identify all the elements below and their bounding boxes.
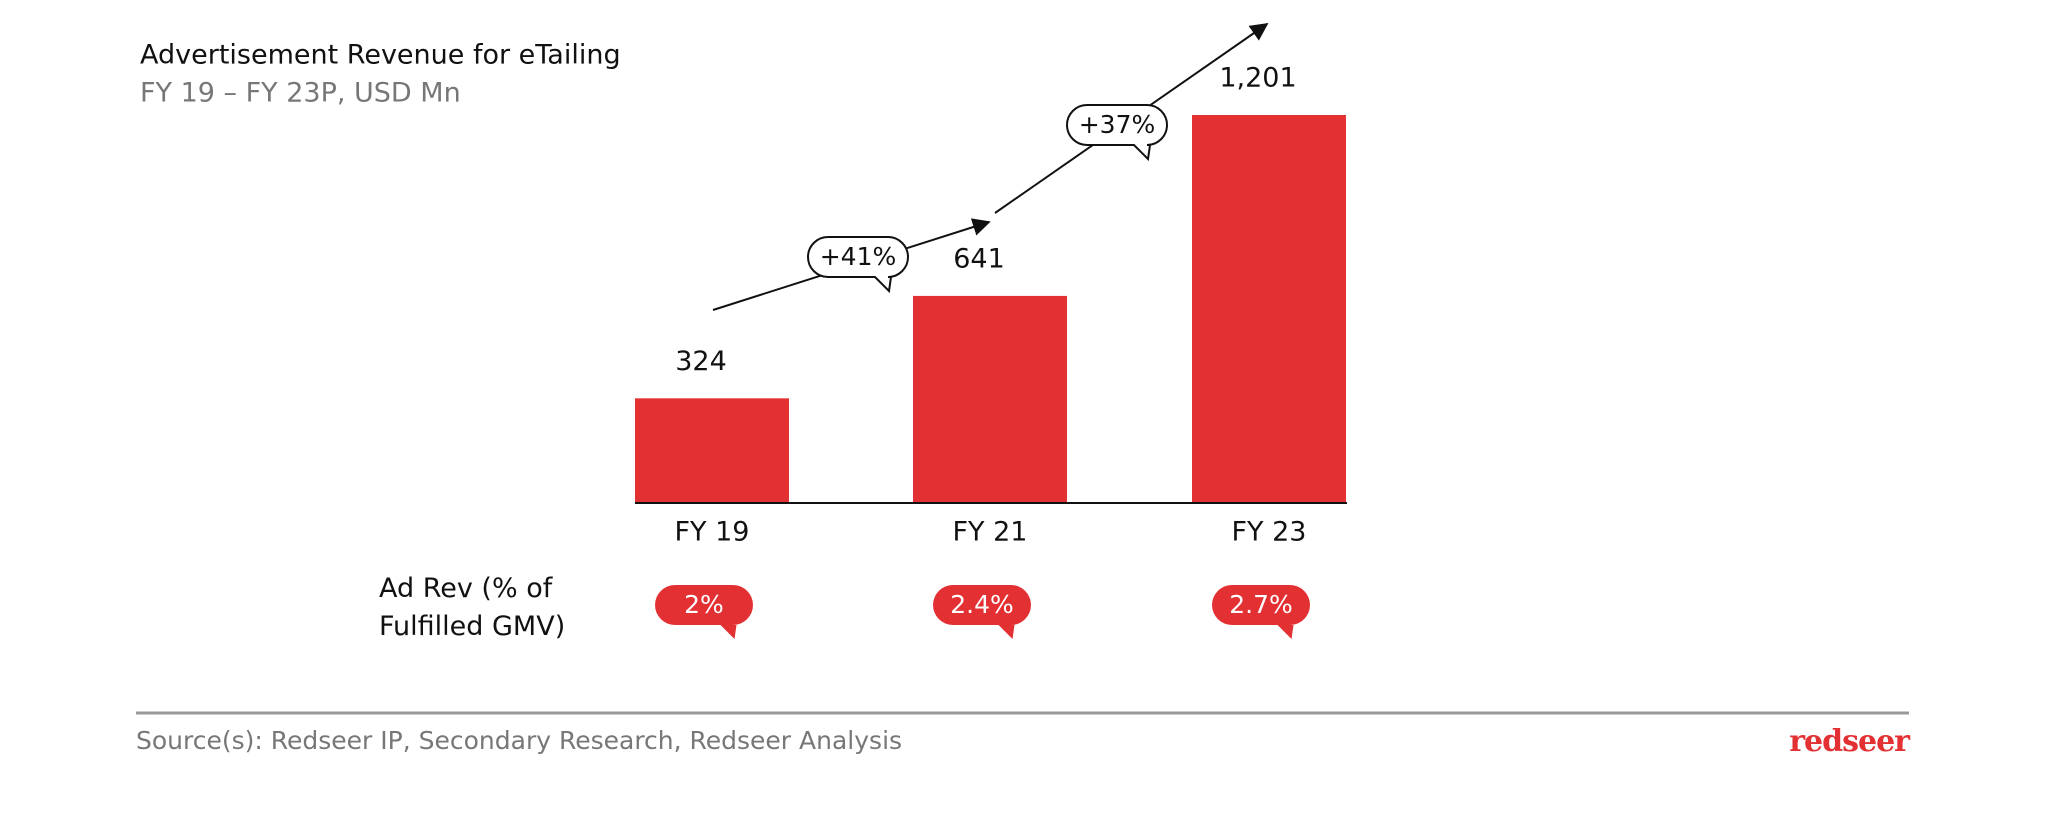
- growth-label: +37%: [1079, 110, 1156, 139]
- ad-rev-value-shape: [1212, 585, 1310, 639]
- ad-rev-value: 2%: [684, 590, 724, 619]
- ad-rev-label: Ad Rev (% of Fulfilled GMV): [379, 573, 566, 642]
- source: Source(s): Redseer IP, Secondary Researc…: [136, 726, 902, 755]
- chart-title: Advertisement Revenue for eTailing: [140, 40, 621, 71]
- ad-rev-value: 2.7%: [1229, 590, 1293, 619]
- chart-subtitle: FY 19 – FY 23P, USD Mn: [140, 78, 461, 109]
- logo: redseer: [1789, 724, 1911, 759]
- value-label: 1,201: [1219, 63, 1296, 94]
- ad-rev-value-shape: [933, 585, 1031, 639]
- growth-label-shape: [1066, 104, 1168, 162]
- x-tick-label: FY 19: [675, 517, 750, 548]
- value-label: 641: [953, 243, 1005, 274]
- ad-rev-value-shape: [655, 585, 753, 639]
- value-label: 324: [675, 346, 727, 377]
- growth-label-shape: [807, 236, 909, 294]
- growth-label: +41%: [820, 242, 897, 271]
- bar: [913, 295, 1067, 503]
- x-tick-label: FY 23: [1232, 517, 1307, 548]
- bar: [1192, 115, 1346, 503]
- bar: [635, 398, 789, 503]
- ad-rev-value: 2.4%: [950, 590, 1014, 619]
- x-tick-label: FY 21: [953, 517, 1028, 548]
